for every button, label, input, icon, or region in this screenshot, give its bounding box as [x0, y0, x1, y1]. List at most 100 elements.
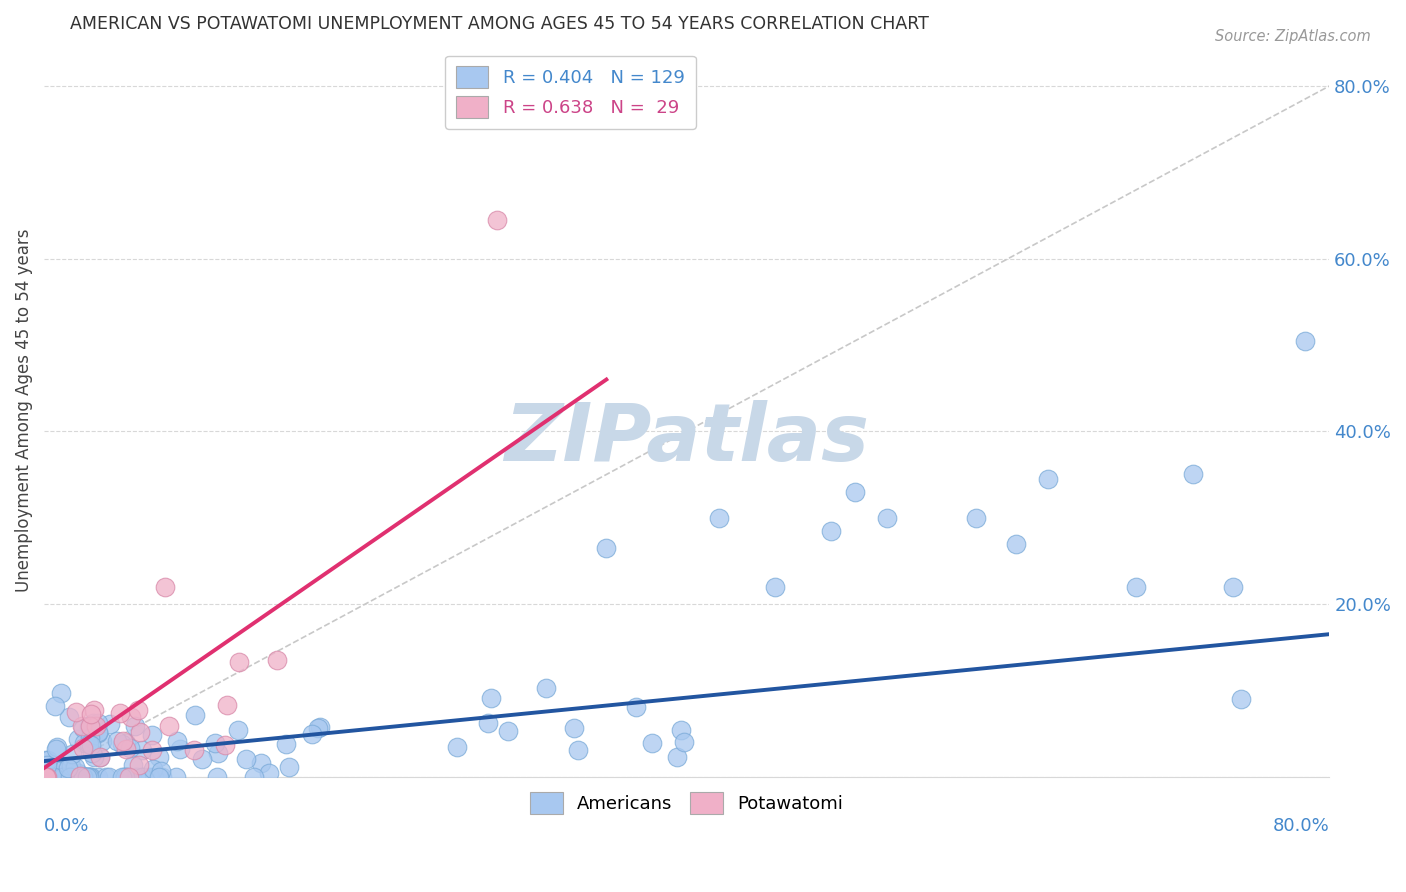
Point — [183, 743, 205, 757]
Point — [1005, 536, 1028, 550]
Point — [141, 727, 163, 741]
Point — [624, 699, 647, 714]
Point — [86, 715, 108, 730]
Text: AMERICAN VS POTAWATOMI UNEMPLOYMENT AMONG AGES 45 TO 54 YEARS CORRELATION CHART: AMERICAN VS POTAWATOMI UNEMPLOYMENT AMON… — [70, 15, 929, 33]
Point — [69, 769, 91, 783]
Point — [131, 743, 153, 757]
Point — [80, 707, 103, 722]
Point — [142, 762, 165, 776]
Point — [66, 766, 89, 780]
Point — [1294, 334, 1316, 348]
Point — [52, 770, 75, 784]
Point — [80, 770, 103, 784]
Point — [59, 759, 82, 773]
Text: 0.0%: 0.0% — [44, 817, 90, 835]
Point — [217, 698, 239, 713]
Point — [79, 731, 101, 745]
Point — [207, 770, 229, 784]
Point — [477, 716, 499, 731]
Point — [128, 758, 150, 772]
Point — [37, 752, 59, 766]
Point — [82, 746, 104, 760]
Point — [120, 740, 142, 755]
Point — [150, 770, 173, 784]
Point — [79, 719, 101, 733]
Point — [562, 721, 585, 735]
Point — [90, 734, 112, 748]
Point — [72, 770, 94, 784]
Point — [125, 770, 148, 784]
Point — [38, 770, 60, 784]
Point — [86, 719, 108, 733]
Point — [844, 484, 866, 499]
Point — [89, 749, 111, 764]
Point — [87, 725, 110, 739]
Point — [243, 770, 266, 784]
Point — [250, 756, 273, 770]
Point — [567, 742, 589, 756]
Point — [83, 750, 105, 764]
Point — [110, 737, 132, 751]
Point — [141, 743, 163, 757]
Point — [62, 747, 84, 761]
Point — [149, 764, 172, 778]
Point — [35, 753, 58, 767]
Point — [640, 736, 662, 750]
Point — [80, 739, 103, 753]
Point — [876, 510, 898, 524]
Point — [534, 681, 557, 695]
Point — [72, 741, 94, 756]
Point — [112, 770, 135, 784]
Point — [184, 707, 207, 722]
Point — [169, 742, 191, 756]
Point — [191, 752, 214, 766]
Point — [479, 691, 502, 706]
Point — [595, 541, 617, 555]
Point — [44, 770, 66, 784]
Point — [148, 750, 170, 764]
Text: 80.0%: 80.0% — [1272, 817, 1329, 835]
Text: ZIPatlas: ZIPatlas — [505, 401, 869, 478]
Point — [257, 765, 280, 780]
Point — [1230, 692, 1253, 706]
Point — [77, 718, 100, 732]
Point — [207, 746, 229, 760]
Point — [1222, 580, 1244, 594]
Point — [63, 759, 86, 773]
Point — [309, 720, 332, 734]
Point — [122, 758, 145, 772]
Point — [226, 723, 249, 737]
Point — [77, 737, 100, 751]
Point — [98, 770, 121, 784]
Point — [72, 769, 94, 783]
Point — [89, 749, 111, 764]
Point — [1181, 467, 1204, 482]
Point — [39, 770, 62, 784]
Point — [48, 764, 70, 779]
Point — [77, 770, 100, 784]
Point — [235, 752, 257, 766]
Point — [127, 703, 149, 717]
Point — [55, 761, 77, 775]
Point — [60, 770, 83, 784]
Point — [114, 770, 136, 784]
Point — [37, 757, 59, 772]
Point — [166, 733, 188, 747]
Text: Source: ZipAtlas.com: Source: ZipAtlas.com — [1215, 29, 1371, 45]
Point — [73, 736, 96, 750]
Point — [56, 761, 79, 775]
Point — [94, 770, 117, 784]
Point — [35, 770, 58, 784]
Y-axis label: Unemployment Among Ages 45 to 54 years: Unemployment Among Ages 45 to 54 years — [15, 228, 32, 591]
Point — [115, 735, 138, 749]
Point — [38, 770, 60, 784]
Point — [108, 706, 131, 720]
Point — [35, 770, 58, 784]
Point — [124, 719, 146, 733]
Point — [44, 770, 66, 784]
Point — [49, 686, 72, 700]
Point — [66, 770, 89, 784]
Point — [125, 770, 148, 784]
Point — [965, 510, 987, 524]
Point — [76, 770, 98, 784]
